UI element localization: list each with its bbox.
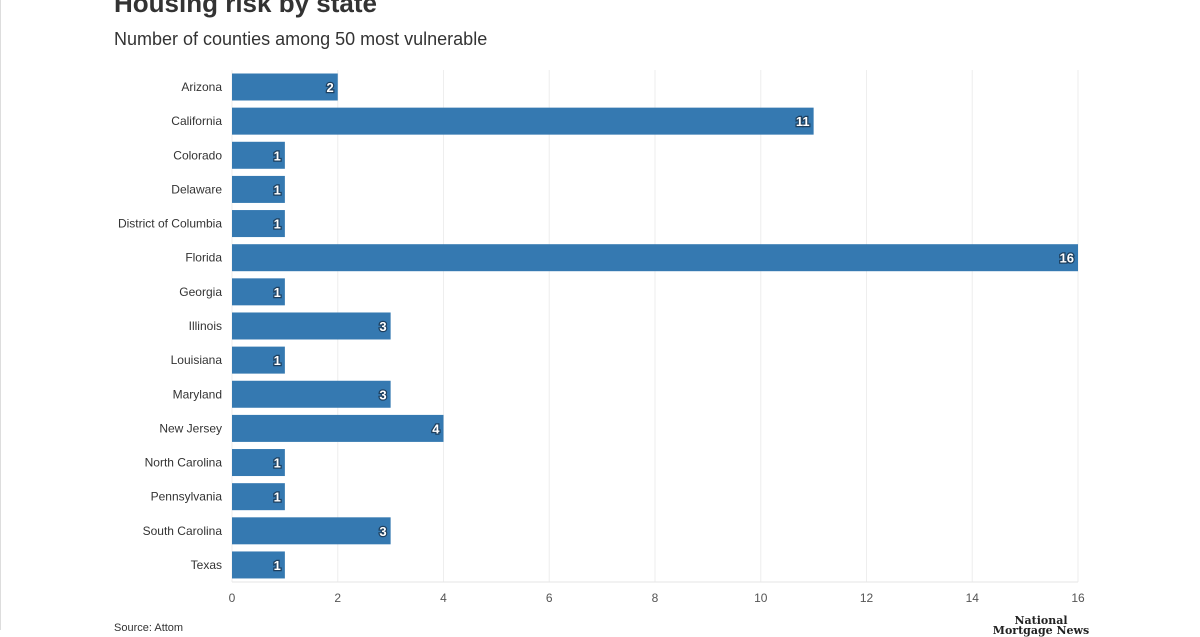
category-label: California bbox=[171, 114, 222, 128]
bar bbox=[232, 380, 391, 408]
category-label: Maryland bbox=[173, 387, 222, 401]
x-tick-label: 14 bbox=[966, 591, 980, 605]
category-label: Pennsylvania bbox=[151, 490, 223, 504]
bar bbox=[232, 483, 285, 511]
bar bbox=[232, 551, 285, 579]
bar bbox=[232, 107, 814, 135]
bar bbox=[232, 244, 1078, 272]
data-label: 3 bbox=[379, 387, 386, 402]
x-tick-label: 12 bbox=[860, 591, 874, 605]
bar bbox=[232, 312, 391, 340]
chart-subtitle: Number of counties among 50 most vulnera… bbox=[114, 29, 488, 49]
category-label: Florida bbox=[185, 251, 222, 265]
data-label: 11 bbox=[796, 114, 810, 129]
data-label: 1 bbox=[274, 558, 281, 573]
x-tick-label: 6 bbox=[546, 591, 553, 605]
data-label: 2 bbox=[327, 80, 334, 95]
data-label: 4 bbox=[432, 421, 440, 436]
category-label: North Carolina bbox=[145, 456, 223, 470]
bar bbox=[232, 346, 285, 374]
category-label: Georgia bbox=[179, 285, 222, 299]
bar bbox=[232, 449, 285, 477]
x-tick-label: 8 bbox=[652, 591, 659, 605]
bar bbox=[232, 175, 285, 203]
x-tick-label: 2 bbox=[334, 591, 341, 605]
bar bbox=[232, 210, 285, 238]
category-label: District of Columbia bbox=[118, 217, 222, 231]
category-label: Louisiana bbox=[171, 353, 223, 367]
source-note: Source: Attom bbox=[114, 622, 184, 634]
bar bbox=[232, 278, 285, 306]
bar bbox=[232, 141, 285, 169]
x-tick-label: 4 bbox=[440, 591, 447, 605]
data-label: 3 bbox=[379, 524, 386, 539]
national-mortgage-news-logo: National Mortgage News bbox=[992, 614, 1090, 637]
data-label: 1 bbox=[274, 490, 281, 505]
category-label: Colorado bbox=[173, 148, 222, 162]
data-label: 1 bbox=[274, 285, 281, 300]
x-tick-label: 10 bbox=[754, 591, 768, 605]
data-label: 1 bbox=[274, 182, 281, 197]
category-label: Illinois bbox=[189, 319, 222, 333]
category-label: Delaware bbox=[171, 182, 222, 196]
data-label: 1 bbox=[274, 353, 281, 368]
x-tick-label: 0 bbox=[229, 591, 236, 605]
data-label: 1 bbox=[274, 217, 281, 232]
bar bbox=[232, 517, 391, 545]
data-label: 1 bbox=[274, 148, 281, 163]
category-label: Texas bbox=[191, 558, 222, 572]
category-label: Arizona bbox=[181, 80, 222, 94]
bar bbox=[232, 73, 338, 101]
bar bbox=[232, 414, 444, 442]
data-label: 3 bbox=[379, 319, 386, 334]
data-label: 1 bbox=[274, 456, 281, 471]
category-label: South Carolina bbox=[143, 524, 223, 538]
x-tick-label: 16 bbox=[1071, 591, 1085, 605]
chart-title: Housing risk by state bbox=[114, 0, 377, 18]
data-label: 16 bbox=[1060, 251, 1074, 266]
category-label: New Jersey bbox=[159, 421, 222, 435]
